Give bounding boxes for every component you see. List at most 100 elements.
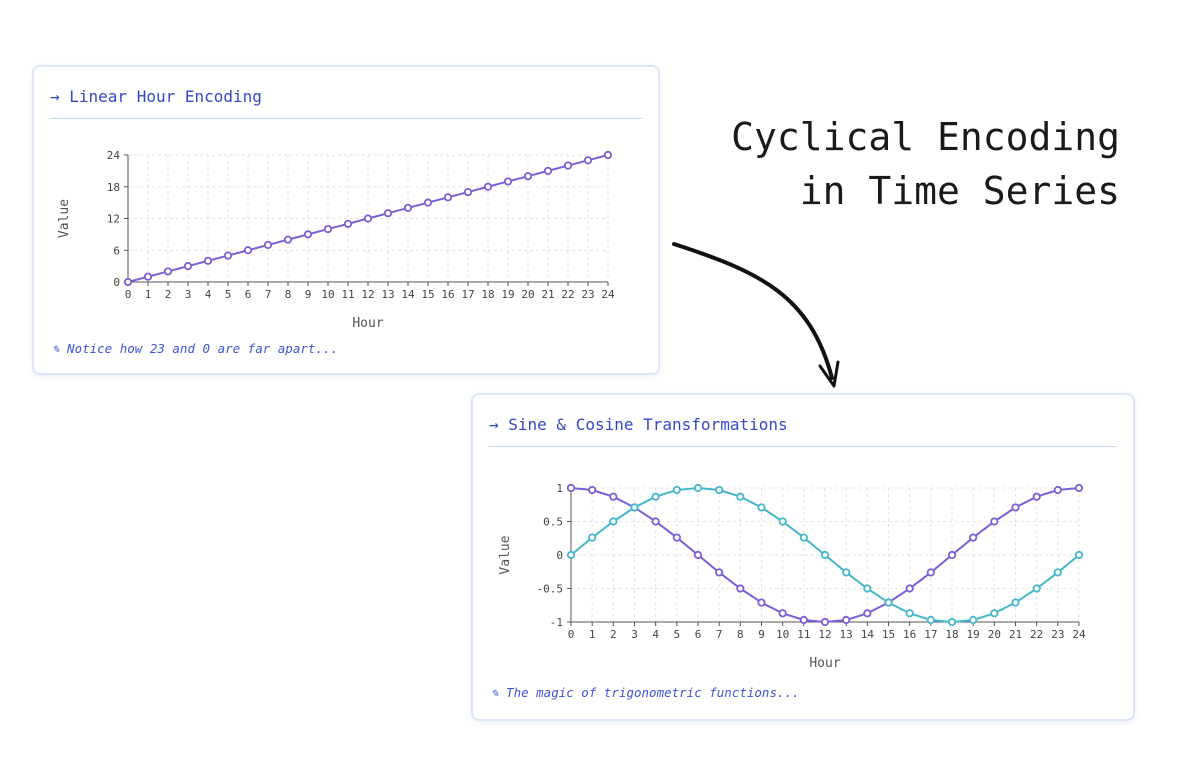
x-tick-label: 0 — [125, 288, 132, 301]
x-tick-label: 21 — [1009, 628, 1022, 641]
x-tick-label: 7 — [265, 288, 272, 301]
series-1-point — [778, 517, 787, 526]
x-tick-label: 4 — [205, 288, 212, 301]
y-tick-label: 0 — [556, 549, 563, 562]
series-1-point — [863, 584, 872, 593]
series-0-point — [905, 584, 914, 593]
x-tick-label: 0 — [568, 628, 575, 641]
x-tick-label: 5 — [225, 288, 232, 301]
series-0-point — [223, 251, 233, 260]
series-0-point — [778, 609, 787, 618]
x-tick-label: 23 — [1051, 628, 1064, 641]
series-0-point — [123, 277, 133, 287]
series-0-point — [820, 617, 830, 627]
x-tick-label: 4 — [652, 628, 659, 641]
series-0-point — [583, 156, 593, 165]
series-0-point — [715, 568, 724, 577]
linear-card-note: ✎ Notice how 23 and 0 are far apart... — [52, 341, 338, 356]
series-0-point — [672, 533, 681, 542]
x-tick-label: 11 — [341, 288, 354, 301]
series-0-point — [757, 598, 766, 607]
series-0-point — [566, 483, 576, 493]
series-1-point — [715, 485, 724, 495]
x-tick-label: 8 — [737, 628, 744, 641]
title-divider — [489, 446, 1117, 447]
series-1-point — [1053, 568, 1062, 577]
x-tick-label: 12 — [361, 288, 374, 301]
series-1-point — [609, 517, 618, 526]
series-1-point — [588, 533, 597, 542]
series-1-point — [820, 550, 830, 560]
x-tick-label: 21 — [541, 288, 554, 301]
x-tick-label: 15 — [882, 628, 895, 641]
series-0-point — [403, 203, 413, 213]
x-tick-label: 14 — [401, 288, 415, 301]
series-0-point — [1074, 483, 1084, 493]
sine-cosine-chart: 0 1 2 3 4 5 6 7 8 9 10 11 12 13 14 15 16 17 18 19 20 21 22 23 24… — [498, 482, 1086, 671]
x-tick-label: 13 — [840, 628, 853, 641]
x-tick-label: 3 — [185, 288, 192, 301]
linear-hour-chart: 0 1 2 3 4 5 6 7 8 9 10 11 12 13 14 15 16 17 18 19 20 21 22 23 24… — [57, 149, 615, 331]
series-0-point — [588, 485, 597, 495]
series-0-point — [863, 609, 872, 618]
title-divider — [50, 118, 642, 119]
x-tick-label: 18 — [481, 288, 494, 301]
linear-card-title: → Linear Hour Encoding — [50, 87, 262, 106]
headline-line-1: Cyclical Encoding — [731, 115, 1120, 159]
series-1-point — [651, 492, 660, 501]
x-axis-title: Hour — [352, 316, 383, 331]
x-tick-label: 19 — [501, 288, 514, 301]
series-0-point — [842, 615, 851, 625]
x-tick-label: 3 — [631, 628, 638, 641]
series-0-point — [343, 219, 353, 228]
x-tick-label: 8 — [285, 288, 292, 301]
headline: Cyclical Encoding in Time Series — [731, 110, 1120, 218]
series-0-point — [383, 209, 393, 218]
series-1-point — [884, 598, 893, 607]
y-tick-label: -0.5 — [537, 583, 564, 596]
series-1-point — [905, 609, 914, 618]
series-0-point — [283, 235, 293, 244]
series-0-point — [163, 267, 173, 276]
series-1-point — [799, 533, 808, 542]
x-tick-label: 2 — [610, 628, 617, 641]
x-tick-label: 19 — [967, 628, 980, 641]
x-tick-label: 20 — [521, 288, 534, 301]
series-0-point — [693, 550, 703, 560]
x-tick-label: 2 — [165, 288, 172, 301]
series-0-point — [263, 240, 273, 250]
x-tick-label: 22 — [561, 288, 574, 301]
x-tick-label: 6 — [695, 628, 702, 641]
series-0-point — [523, 172, 533, 181]
series-0-point — [483, 182, 493, 191]
headline-line-2: in Time Series — [799, 169, 1120, 213]
series-0-point — [243, 246, 253, 255]
series-1-point — [566, 550, 576, 560]
series-1-point — [947, 617, 957, 627]
series-1-point — [1032, 584, 1041, 593]
x-tick-label: 1 — [589, 628, 596, 641]
series-0-point — [603, 150, 613, 160]
y-tick-label: 1 — [556, 482, 563, 495]
trig-card-note: ✎ The magic of trigonometric functions..… — [491, 685, 800, 700]
linear-encoding-card: → Linear Hour Encoding 0 1 2 3 4 5 6 7 8 9 10 11 12 1… — [32, 65, 660, 375]
series-0-point — [503, 177, 513, 186]
x-tick-label: 20 — [988, 628, 1001, 641]
series-0-point — [423, 198, 433, 207]
y-axis-title: Value — [57, 199, 72, 238]
x-tick-label: 18 — [945, 628, 958, 641]
y-tick-label: -1 — [550, 616, 563, 629]
series-0-point — [143, 272, 153, 281]
x-tick-label: 17 — [924, 628, 937, 641]
x-tick-label: 5 — [674, 628, 681, 641]
y-axis-title: Value — [498, 535, 513, 574]
y-tick-label: 6 — [113, 244, 120, 257]
series-1-point — [926, 615, 935, 625]
series-0-point — [463, 187, 473, 197]
y-tick-label: 12 — [107, 213, 120, 226]
x-tick-label: 9 — [758, 628, 765, 641]
series-1-point — [842, 568, 851, 577]
series-1-point — [630, 503, 639, 512]
series-0-point — [736, 584, 745, 593]
